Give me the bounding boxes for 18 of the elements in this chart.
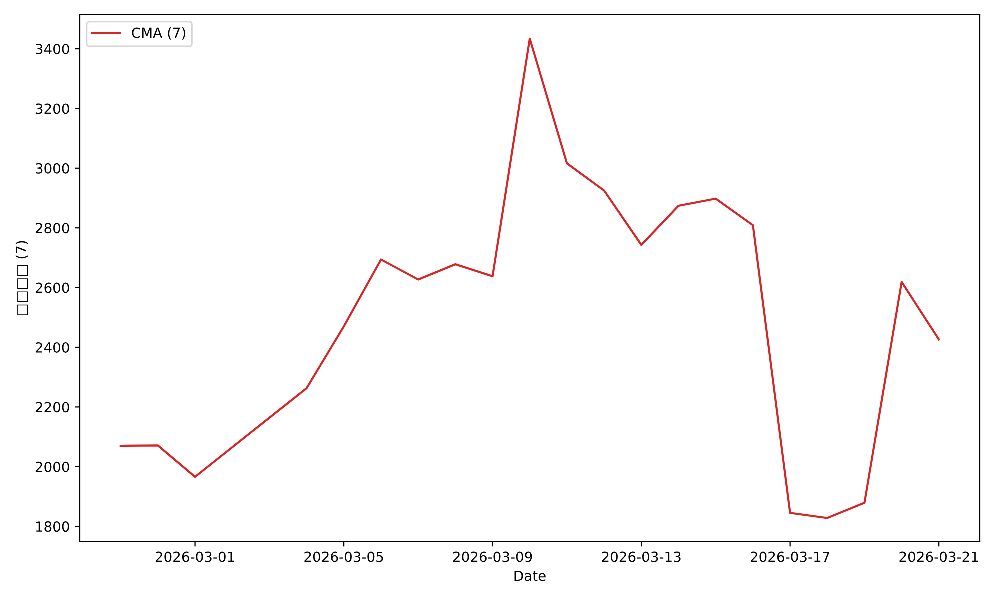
y-tick-label: 2200 bbox=[36, 402, 70, 413]
x-tick-label: 2026-03-09 bbox=[453, 552, 532, 562]
y-tick-label: 1800 bbox=[36, 522, 70, 532]
x-tick-label: 2026-03-13 bbox=[602, 552, 681, 562]
y-tick-label: 2600 bbox=[36, 282, 70, 294]
y-tick-label: 2400 bbox=[36, 342, 70, 353]
y-tick-label: 2800 bbox=[36, 223, 70, 234]
x-tick-label: 2026-03-17 bbox=[750, 552, 830, 562]
y-tick-label: 3200 bbox=[36, 104, 70, 114]
x-tick-label: 2026-03-05 bbox=[304, 552, 384, 562]
x-tick-label: 2026-03-21 bbox=[900, 552, 978, 562]
y-tick-label: 3000 bbox=[36, 163, 70, 174]
x-axis-title: Date bbox=[514, 570, 546, 582]
y-tick-label: 3400 bbox=[36, 44, 70, 54]
legend-label: CMA (7) bbox=[132, 28, 186, 40]
y-axis-title: □□□□ (7) bbox=[16, 241, 28, 316]
y-tick-label: 2000 bbox=[36, 462, 70, 472]
x-tick-label: 2026-03-01 bbox=[156, 552, 234, 562]
